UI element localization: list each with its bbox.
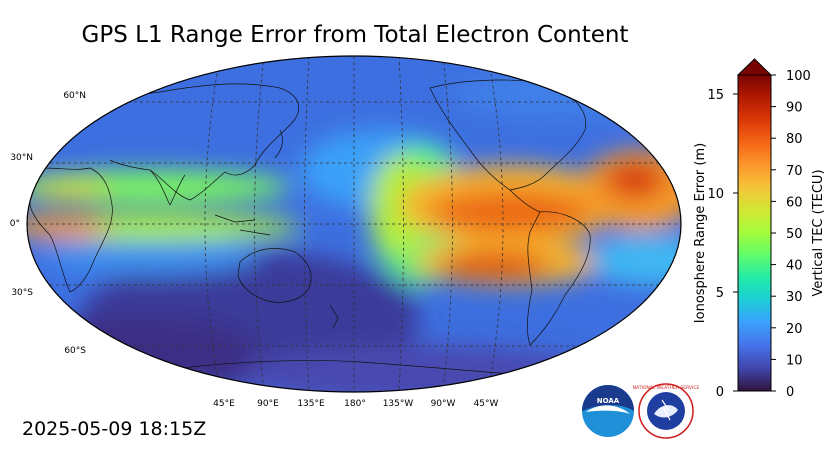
lat-label-0: 0°	[10, 219, 20, 229]
map-title: GPS L1 Range Error from Total Electron C…	[81, 22, 629, 48]
lat-label-60n: 60°N	[63, 91, 86, 101]
noaa-logo: NOAA	[582, 385, 634, 437]
colorbar-gradient	[737, 74, 772, 392]
tec-map	[27, 56, 681, 392]
lon-label-45e: 45°E	[213, 399, 235, 409]
right-tick-30: 30	[786, 290, 803, 305]
nws-logo: NATIONAL WEATHER SERVICE	[633, 383, 700, 439]
globe-outline	[26, 55, 682, 393]
lon-label-90e: 90°E	[257, 399, 279, 409]
lon-label-90w: 90°W	[431, 399, 456, 409]
left-tick-0: 0	[716, 385, 724, 400]
left-tick-15: 15	[707, 88, 724, 103]
right-tick-20: 20	[786, 322, 803, 337]
right-tick-100: 100	[786, 69, 811, 84]
nws-logo-text: NATIONAL WEATHER SERVICE	[633, 385, 700, 391]
right-tick-0: 0	[786, 385, 794, 400]
lat-label-30n: 30°N	[10, 153, 33, 163]
right-tick-10: 10	[786, 353, 803, 368]
colorbar-right-label: Vertical TEC (TECU)	[811, 169, 826, 296]
right-tick-40: 40	[786, 259, 803, 274]
colorbar-left-label: Ionosphere Range Error (m)	[693, 143, 708, 323]
lon-label-135w: 135°W	[383, 399, 414, 409]
lat-label-60s: 60°S	[64, 346, 86, 356]
left-tick-5: 5	[716, 286, 724, 301]
right-tick-90: 90	[786, 101, 803, 116]
left-tick-10: 10	[707, 187, 724, 202]
right-tick-60: 60	[786, 195, 803, 210]
noaa-logo-text: NOAA	[597, 397, 620, 405]
colorbar: 0 5 10 15 0 10 20 30 40 50 60 70 80 90 1…	[693, 58, 826, 400]
right-tick-80: 80	[786, 132, 803, 147]
lon-label-180: 180°	[344, 399, 366, 409]
colorbar-extend-arrow	[736, 58, 773, 76]
lon-label-45w: 45°W	[474, 399, 499, 409]
right-tick-50: 50	[786, 227, 803, 242]
right-tick-70: 70	[786, 164, 803, 179]
lat-label-30s: 30°S	[11, 288, 33, 298]
lon-label-135e: 135°E	[297, 399, 325, 409]
timestamp: 2025-05-09 18:15Z	[22, 418, 207, 440]
